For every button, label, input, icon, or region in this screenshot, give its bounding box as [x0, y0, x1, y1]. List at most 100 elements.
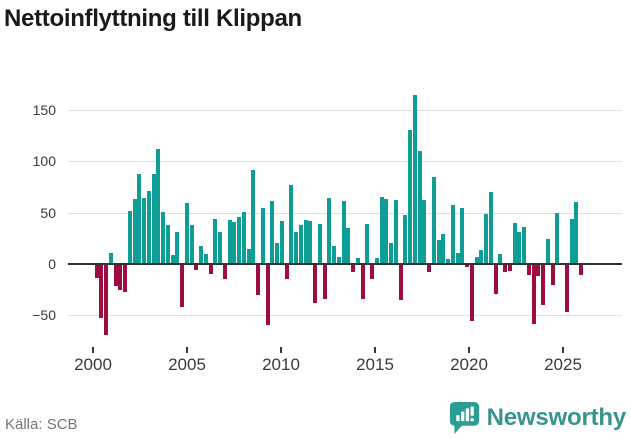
bar-2012Q3: [332, 246, 336, 264]
bar-2023Q2: [536, 265, 541, 276]
bar-2023Q1: [531, 265, 536, 324]
bar-2021Q4: [507, 265, 512, 271]
y-axis-label: −50: [32, 307, 56, 324]
bar-2021Q1: [493, 265, 498, 294]
bar-2007Q1: [227, 220, 232, 264]
x-axis-label: 2000: [74, 355, 112, 374]
bar-2020Q1: [474, 257, 479, 264]
bar-2020Q3: [484, 214, 488, 264]
bar-2010Q2: [289, 185, 294, 264]
bar-2008Q4: [260, 208, 265, 264]
x-axis-tick: [186, 347, 188, 353]
bar-2003Q2: [156, 149, 161, 264]
bar-2022Q2: [517, 232, 522, 264]
bar-2016Q3: [408, 130, 412, 264]
bar-2020Q2: [479, 250, 484, 264]
bar-2008Q2: [251, 170, 256, 264]
bar-2009Q2: [270, 201, 275, 264]
bar-2019Q4: [469, 265, 474, 321]
bar-2013Q1: [341, 201, 346, 264]
bar-2024Q1: [550, 265, 555, 285]
bar-2021Q2: [498, 254, 503, 264]
x-axis-tick: [562, 347, 564, 353]
bar-2006Q1: [208, 265, 213, 274]
bar-2005Q2: [194, 265, 199, 270]
bar-2018Q3: [446, 259, 450, 264]
bar-2013Q3: [351, 265, 355, 272]
bar-2005Q3: [199, 246, 203, 264]
bar-2013Q4: [355, 258, 360, 264]
x-axis-label: 2010: [262, 355, 300, 374]
bar-2017Q4: [431, 177, 436, 264]
y-axis-label: 100: [32, 153, 56, 170]
bar-2009Q1: [265, 265, 270, 325]
bar-2020Q4: [488, 192, 493, 264]
bar-2000Q2: [99, 265, 104, 318]
bar-2009Q3: [275, 243, 279, 264]
bar-2018Q1: [436, 240, 441, 264]
bar-2009Q4: [279, 221, 284, 264]
bar-2003Q1: [151, 174, 156, 264]
bar-2008Q1: [246, 249, 251, 264]
bar-2015Q4: [393, 200, 398, 264]
bar-2005Q4: [203, 254, 208, 264]
bar-2002Q1: [132, 199, 137, 264]
gridline-y-100: [68, 161, 622, 163]
gridline-y--50: [68, 315, 622, 317]
bar-2017Q3: [427, 265, 431, 272]
bar-2001Q4: [127, 211, 132, 264]
bar-2010Q3: [294, 232, 298, 264]
bar-2007Q2: [232, 222, 237, 264]
bar-2015Q1: [379, 197, 384, 264]
bar-2014Q3: [370, 265, 374, 279]
bar-2006Q3: [218, 232, 222, 264]
bar-2023Q3: [541, 265, 545, 305]
bar-2024Q2: [555, 213, 560, 264]
x-axis-tick: [280, 347, 282, 353]
bar-2013Q2: [346, 228, 351, 264]
bar-2014Q1: [360, 265, 365, 299]
gridline-y-150: [68, 109, 622, 111]
bar-2000Q3: [104, 265, 108, 335]
bar-2018Q2: [441, 234, 446, 264]
bar-2011Q2: [308, 221, 313, 264]
bar-2011Q1: [303, 220, 308, 264]
bar-2001Q3: [123, 265, 127, 292]
bar-2015Q2: [384, 199, 389, 264]
bar-2003Q3: [161, 212, 165, 264]
bar-2014Q4: [374, 258, 379, 264]
bar-2011Q4: [317, 224, 322, 264]
bar-2015Q3: [389, 243, 393, 264]
bar-2005Q1: [189, 225, 194, 264]
newsworthy-logo-link[interactable]: Newsworthy: [449, 401, 626, 435]
bar-2019Q1: [455, 253, 460, 264]
bar-2002Q2: [137, 174, 142, 264]
bar-2001Q1: [113, 265, 118, 286]
bar-2025Q1: [569, 219, 574, 264]
x-axis-label: 2005: [168, 355, 206, 374]
bar-2000Q4: [108, 253, 113, 264]
x-axis-tick: [92, 347, 94, 353]
bar-2012Q1: [322, 265, 327, 299]
y-axis-label: 150: [32, 101, 56, 118]
bar-2001Q2: [118, 265, 123, 290]
bar-2025Q3: [579, 265, 583, 275]
bar-2000Q1: [94, 265, 99, 278]
source-credit: Källa: SCB: [5, 416, 78, 433]
bar-2024Q4: [564, 265, 569, 312]
chart-title: Nettoinflyttning till Klippan: [4, 5, 302, 32]
bar-2016Q1: [398, 265, 403, 300]
bar-2025Q2: [574, 202, 579, 264]
bar-2010Q1: [284, 265, 289, 279]
bar-2019Q2: [460, 208, 465, 264]
bar-2002Q4: [146, 191, 151, 264]
bar-2017Q1: [417, 151, 422, 264]
bar-2003Q4: [165, 225, 170, 264]
bar-2022Q1: [512, 223, 517, 264]
bar-2014Q2: [365, 224, 370, 264]
bar-2022Q3: [522, 227, 526, 264]
bar-2004Q2: [175, 232, 180, 264]
x-axis-label: 2025: [544, 355, 582, 374]
bar-2016Q2: [403, 215, 408, 264]
